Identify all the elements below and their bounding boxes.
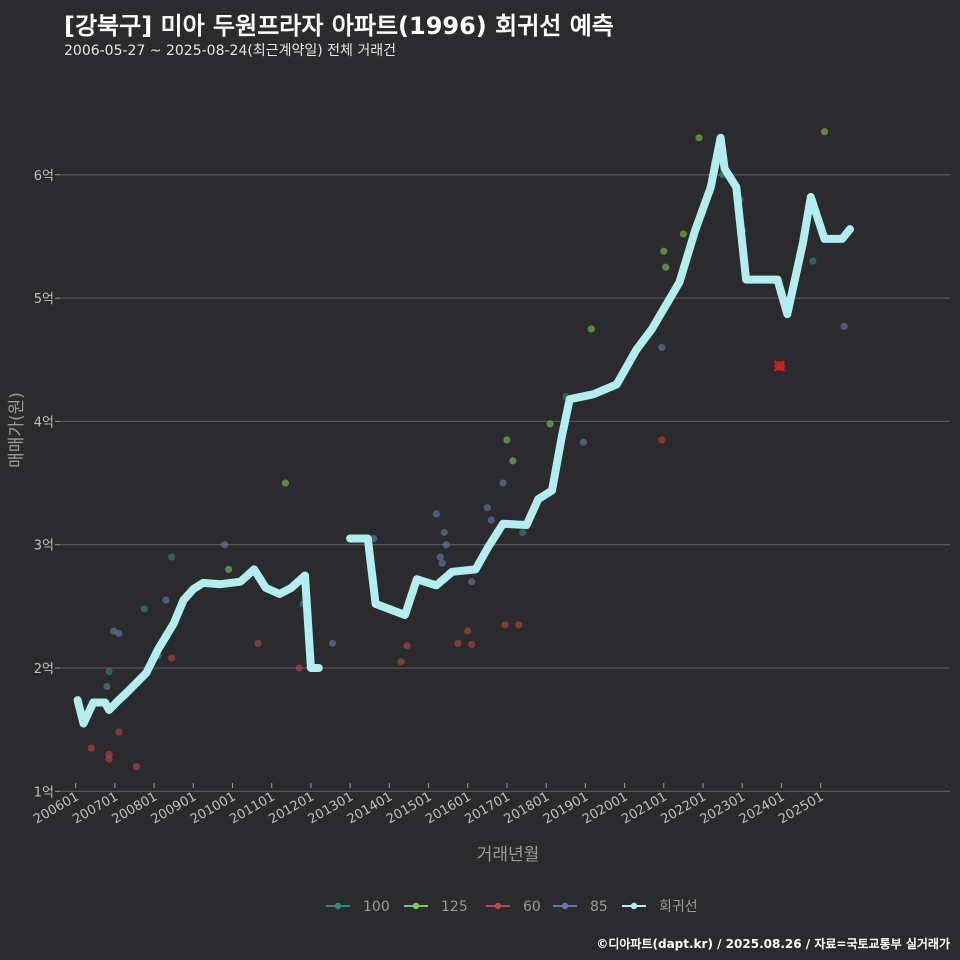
data-point-85 [432,510,440,518]
data-point-60 [105,755,113,763]
data-point-60 [403,642,411,650]
data-point-60 [658,436,666,444]
data-point-125 [224,565,233,573]
legend-label: 100 [363,899,390,915]
y-tick-label: 1억 [34,785,54,800]
grid-lines [60,174,950,792]
data-point-100 [105,668,113,676]
data-point-125 [660,247,668,255]
data-point-60 [501,621,509,629]
data-point-60 [105,750,113,758]
data-point-125 [509,457,517,465]
regression-line [73,133,854,728]
regression-segment [73,565,323,728]
data-point-60 [468,640,476,649]
data-point-100 [168,553,176,561]
data-point-85 [221,541,229,549]
y-tick-label: 2억 [34,662,54,677]
data-point-125 [820,128,829,136]
data-point-100 [140,605,148,613]
data-point-85 [442,541,450,549]
data-point-125 [695,134,703,142]
chart-title: [강북구] 미아 두원프라자 아파트(1996) 회귀선 예측 [64,12,614,40]
legend-key-dot [630,902,638,910]
legend-key-dot [561,902,569,910]
data-point-125 [281,479,290,487]
data-point-85 [328,639,337,647]
data-point-60 [132,763,141,771]
data-point-85 [468,578,476,586]
highlight-cross-icon [773,360,786,372]
data-point-85 [658,343,666,352]
data-point-85 [840,322,848,331]
data-point-85 [440,528,448,536]
chart-subtitle: 2006-05-27 ~ 2025-08-24(최근계약일) 전체 거래건 [64,43,396,59]
data-point-60 [295,664,303,672]
data-point-60 [454,639,462,647]
data-point-85 [579,438,588,446]
source-credit: ©디아파트(dapt.kr) / 2025.08.26 / 자료=국토교통부 실… [596,937,950,951]
data-point-60 [168,654,176,662]
legend-label: 60 [523,899,541,915]
legend: 100 125 60 85 회귀선 [326,899,698,915]
x-axis-title: 거래년월 [477,845,540,865]
y-tick-label: 4억 [34,415,54,430]
data-point-85 [103,682,111,691]
data-point-85 [483,504,491,512]
y-tick-label: 3억 [34,539,54,554]
data-point-60 [115,728,123,736]
data-point-125 [679,230,687,238]
data-point-100 [519,528,527,536]
data-point-85 [438,559,446,567]
data-point-125 [662,263,670,271]
data-point-125 [546,420,554,428]
data-point-125 [503,436,511,444]
axes: 1억2억3억4억5억6억2006012007012008012009012010… [31,169,826,827]
data-point-85 [487,516,495,524]
legend-key-dot [334,902,342,910]
data-point-125 [587,325,595,333]
regression-segment [346,133,854,619]
data-point-60 [464,627,472,635]
data-point-85 [162,596,170,604]
legend-label: 125 [441,899,468,915]
data-point-60 [87,744,95,752]
legend-key-dot [412,902,420,910]
scatter-points [87,128,848,771]
y-tick-label: 5억 [34,292,54,307]
legend-label: 회귀선 [659,899,698,915]
legend-key-dot [494,902,502,910]
legend-label: 85 [590,899,608,915]
data-point-60 [515,621,523,629]
data-point-85 [115,629,123,638]
data-point-85 [436,553,444,561]
y-tick-label: 6억 [34,169,54,184]
data-point-100 [809,257,817,265]
data-point-85 [499,479,507,487]
data-point-60 [397,658,405,666]
y-axis-title: 매매가(원) [7,392,27,468]
x-tick-label: 202501 [776,789,826,827]
data-point-60 [254,639,262,647]
